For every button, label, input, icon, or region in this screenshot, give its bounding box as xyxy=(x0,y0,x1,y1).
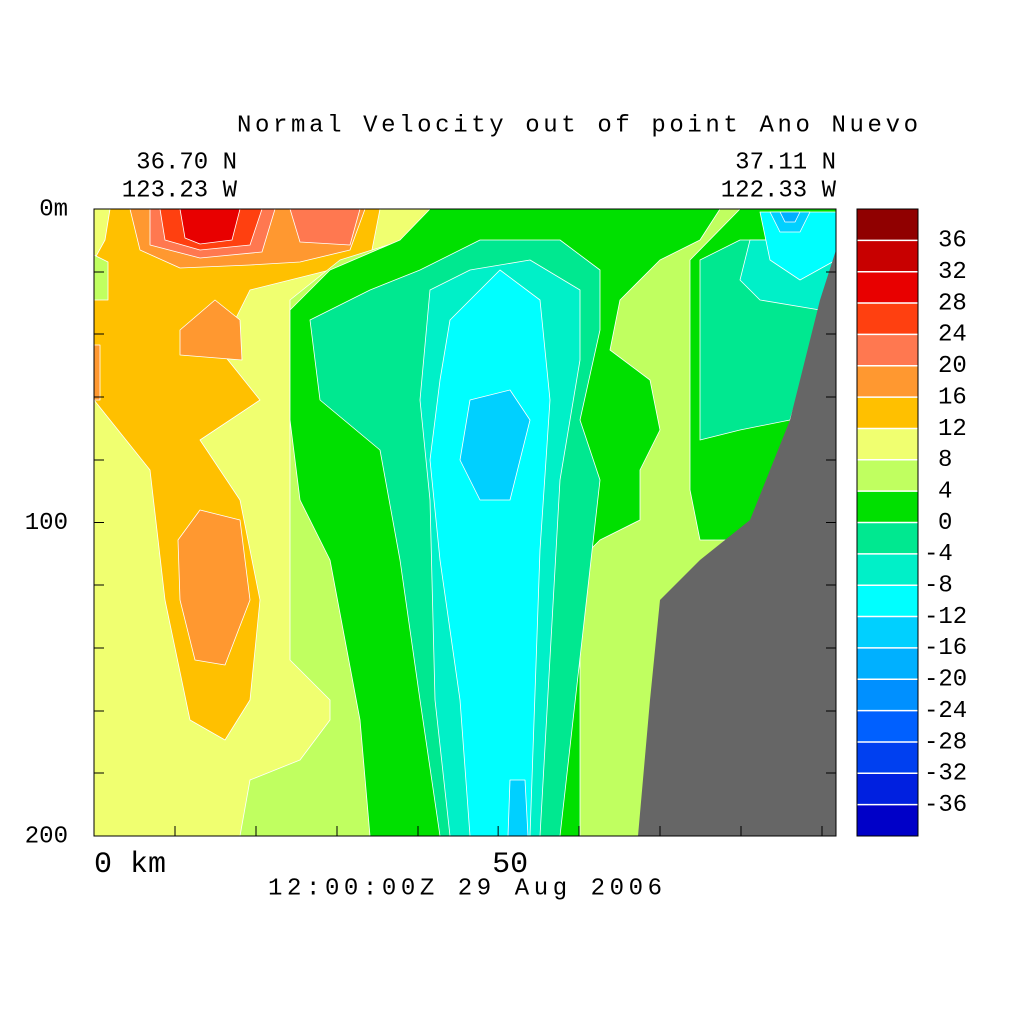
colorbar-label: 0 xyxy=(938,510,952,537)
colorbar-label: -24 xyxy=(924,698,967,725)
colorbar-label: 28 xyxy=(938,290,967,317)
y-tick-label: 100 xyxy=(25,510,68,537)
colorbar-label: 32 xyxy=(938,259,967,286)
chart-title: Normal Velocity out of point Ano Nuevo xyxy=(237,112,918,139)
colorbar-band xyxy=(857,428,918,460)
x-tick-label: 0 km xyxy=(94,848,166,882)
contour-band xyxy=(289,209,361,246)
contour-band xyxy=(179,209,241,245)
colorbar-label: -12 xyxy=(924,604,967,631)
contour-band xyxy=(179,299,243,361)
start-lon: 123.23 W xyxy=(122,177,238,204)
contour-band xyxy=(507,779,529,836)
colorbar-band xyxy=(857,741,918,774)
colorbar-label: -4 xyxy=(924,541,953,568)
contour-band xyxy=(779,211,801,223)
minor-ticks xyxy=(94,271,836,836)
colorbar-band xyxy=(857,616,918,648)
colorbar-band xyxy=(857,710,918,742)
colorbar-band xyxy=(857,647,918,680)
colorbar-band xyxy=(857,553,918,586)
end-lat: 37.11 N xyxy=(735,149,836,176)
contour-band xyxy=(459,389,531,501)
colorbar-band xyxy=(857,491,918,523)
colorbar-band xyxy=(857,585,918,617)
end-lon: 122.33 W xyxy=(721,177,837,204)
colorbar-label: -32 xyxy=(924,761,967,788)
y-tick-label: 0m xyxy=(39,196,68,223)
colorbar-band xyxy=(857,271,918,304)
colorbar-label: -8 xyxy=(924,573,953,600)
colorbar-band xyxy=(857,804,918,836)
colorbar-band xyxy=(857,459,918,492)
colorbar-band xyxy=(857,240,918,272)
colorbar-band xyxy=(857,334,918,366)
colorbar-band xyxy=(857,679,918,711)
colorbar-label: -20 xyxy=(924,667,967,694)
colorbar-label: 36 xyxy=(938,228,967,255)
colorbar-label: 24 xyxy=(938,322,967,349)
start-lat: 36.70 N xyxy=(136,149,237,176)
colorbar-band xyxy=(857,303,918,335)
contour-band xyxy=(94,344,101,401)
colorbar-label: -28 xyxy=(924,729,967,756)
contour-band xyxy=(177,509,251,666)
colorbar-label: -36 xyxy=(924,792,967,819)
contour-band xyxy=(94,209,381,741)
colorbar-band xyxy=(857,397,918,429)
land-mask xyxy=(638,250,836,836)
colorbar-band xyxy=(857,365,918,398)
x-tick-label: 50 xyxy=(492,848,528,882)
colorbar-label: 12 xyxy=(938,416,967,443)
colorbar-frame xyxy=(856,208,919,837)
y-tick-label: 200 xyxy=(25,823,68,850)
colorbar-label: 8 xyxy=(938,447,952,474)
colorbar-band xyxy=(857,773,918,805)
colorbar-label: 20 xyxy=(938,353,967,380)
time-label: 12:00:00Z 29 Aug 2006 xyxy=(268,875,662,902)
contour-field xyxy=(94,209,836,836)
colorbar-label: 16 xyxy=(938,384,967,411)
colorbar-label: -16 xyxy=(924,635,967,662)
contour-band xyxy=(94,254,109,301)
colorbar-label: 4 xyxy=(938,478,952,505)
colorbar-band xyxy=(857,209,918,241)
colorbar-band xyxy=(857,522,918,554)
